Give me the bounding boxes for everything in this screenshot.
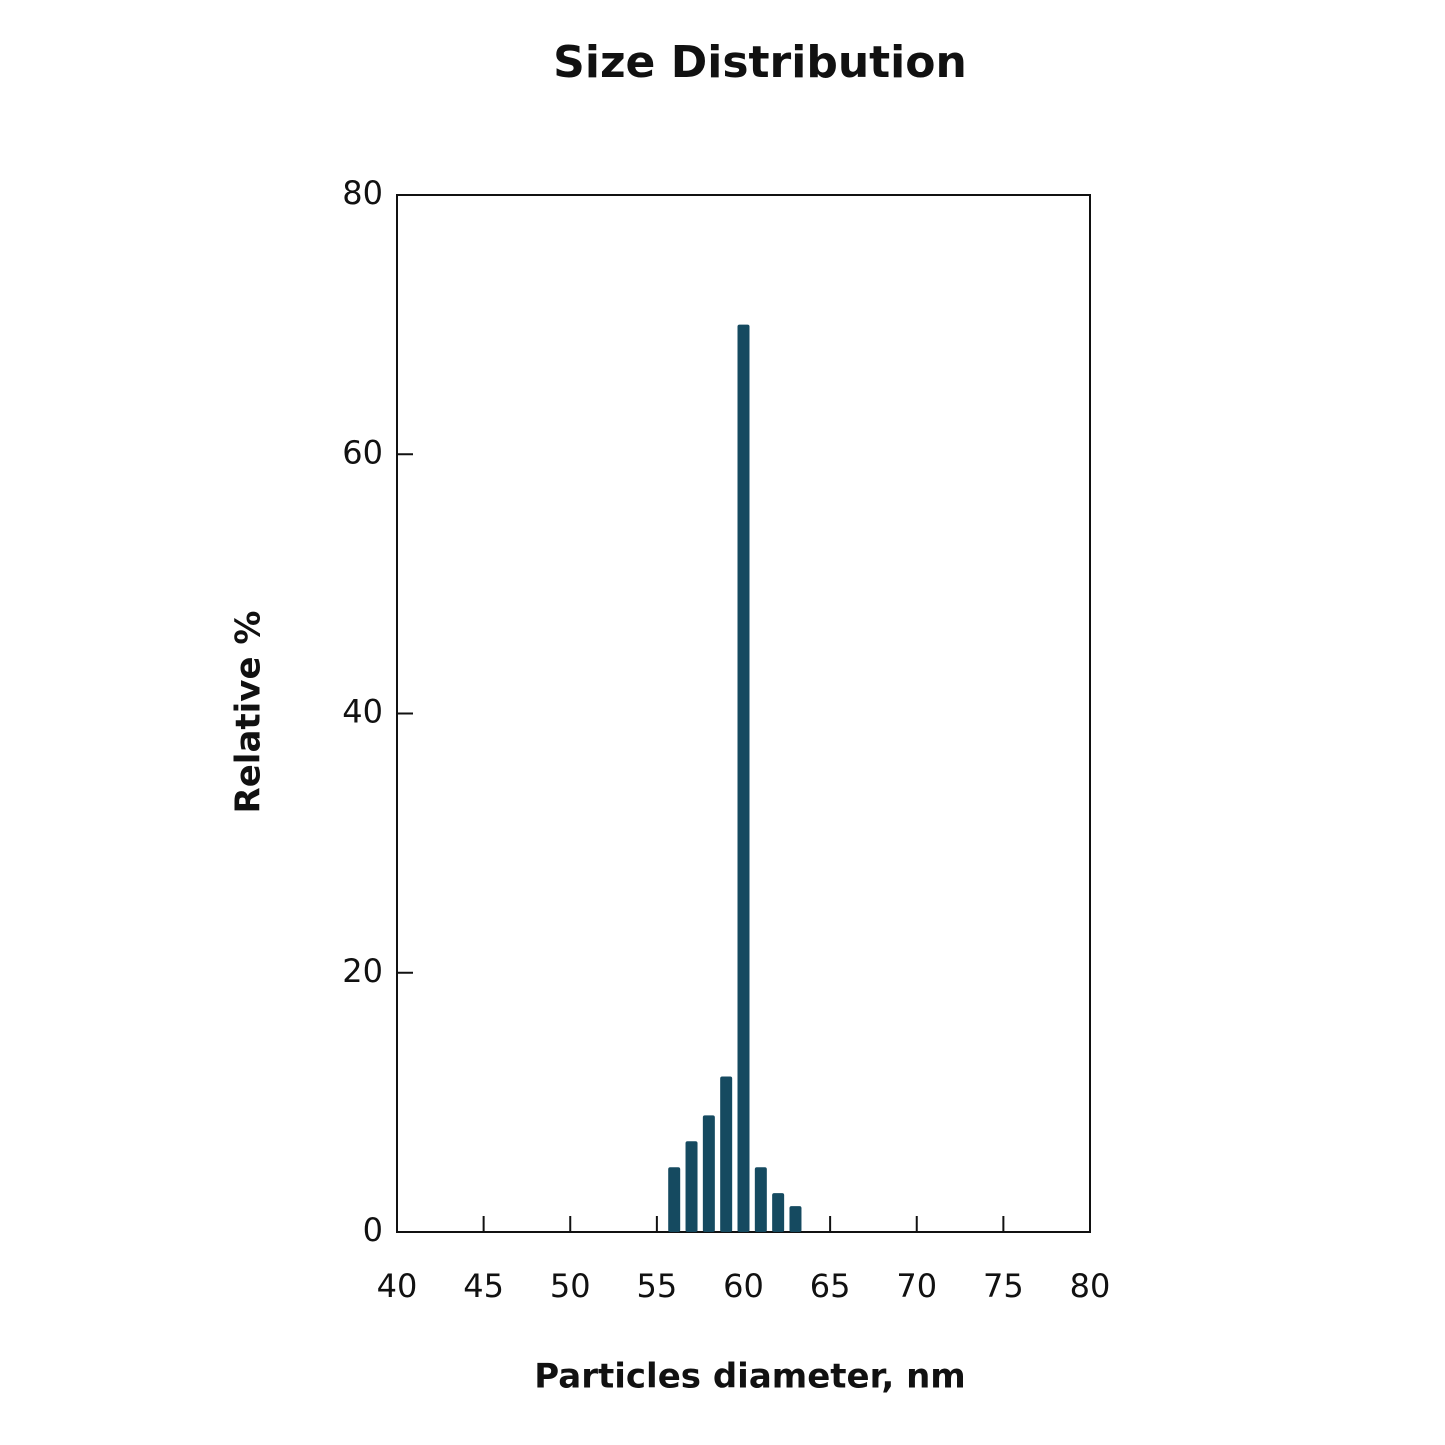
x-tick-label: 55 <box>637 1267 678 1305</box>
y-tick-label: 80 <box>342 174 383 212</box>
bar <box>702 1115 715 1232</box>
bar <box>737 324 750 1232</box>
y-tick-label: 40 <box>342 693 383 731</box>
x-tick-label: 60 <box>723 1267 764 1305</box>
x-tick-label: 50 <box>550 1267 591 1305</box>
x-axis-label: Particles diameter, nm <box>534 1357 965 1397</box>
y-tick-label: 60 <box>342 433 383 471</box>
x-tick-label: 75 <box>983 1267 1024 1305</box>
x-tick-label: 40 <box>377 1267 418 1305</box>
y-tick-label: 20 <box>342 952 383 990</box>
x-tick-label: 80 <box>1070 1267 1111 1305</box>
bar <box>668 1167 681 1232</box>
bar <box>685 1141 698 1232</box>
chart-title: Size Distribution <box>553 37 967 88</box>
bar <box>789 1206 802 1232</box>
bar <box>720 1076 733 1232</box>
x-tick-label: 65 <box>810 1267 851 1305</box>
x-tick-label: 70 <box>896 1267 937 1305</box>
bar <box>754 1167 767 1232</box>
y-axis-label: Relative % <box>229 611 269 814</box>
bar <box>772 1193 785 1232</box>
x-tick-label: 45 <box>463 1267 504 1305</box>
y-tick-label: 0 <box>363 1211 383 1249</box>
